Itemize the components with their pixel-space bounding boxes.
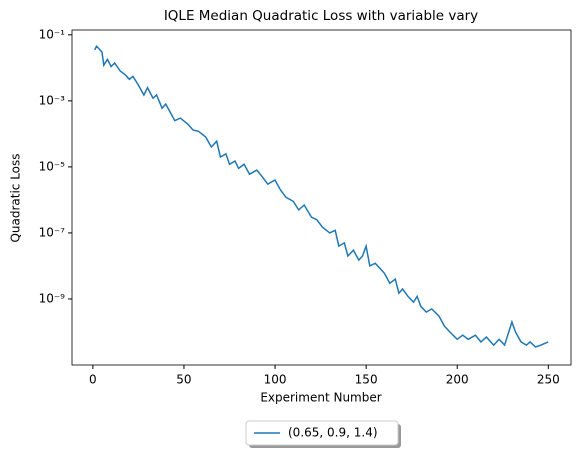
x-tick-label: 150 [355,373,378,387]
x-tick-label: 0 [89,373,97,387]
legend [245,420,399,446]
data-line [94,45,549,348]
y-axis-label: Quadratic Loss [9,153,23,242]
x-axis-label: Experiment Number [260,391,381,405]
y-tick-label: 10⁻⁹ [39,291,66,305]
y-tick-label: 10⁻⁵ [39,159,66,173]
legend-label: (0.65, 0.9, 1.4) [288,426,378,440]
y-tick-label: 10⁻¹ [39,27,66,41]
x-tick-label: 250 [537,373,560,387]
x-tick-label: 50 [176,373,191,387]
plot-frame [71,29,572,366]
chart-title: IQLE Median Quadratic Loss with variable… [164,8,478,24]
x-tick-label: 200 [446,373,469,387]
x-tick-label: 100 [264,373,287,387]
y-tick-label: 10⁻⁷ [39,225,66,239]
y-tick-label: 10⁻³ [39,93,66,107]
